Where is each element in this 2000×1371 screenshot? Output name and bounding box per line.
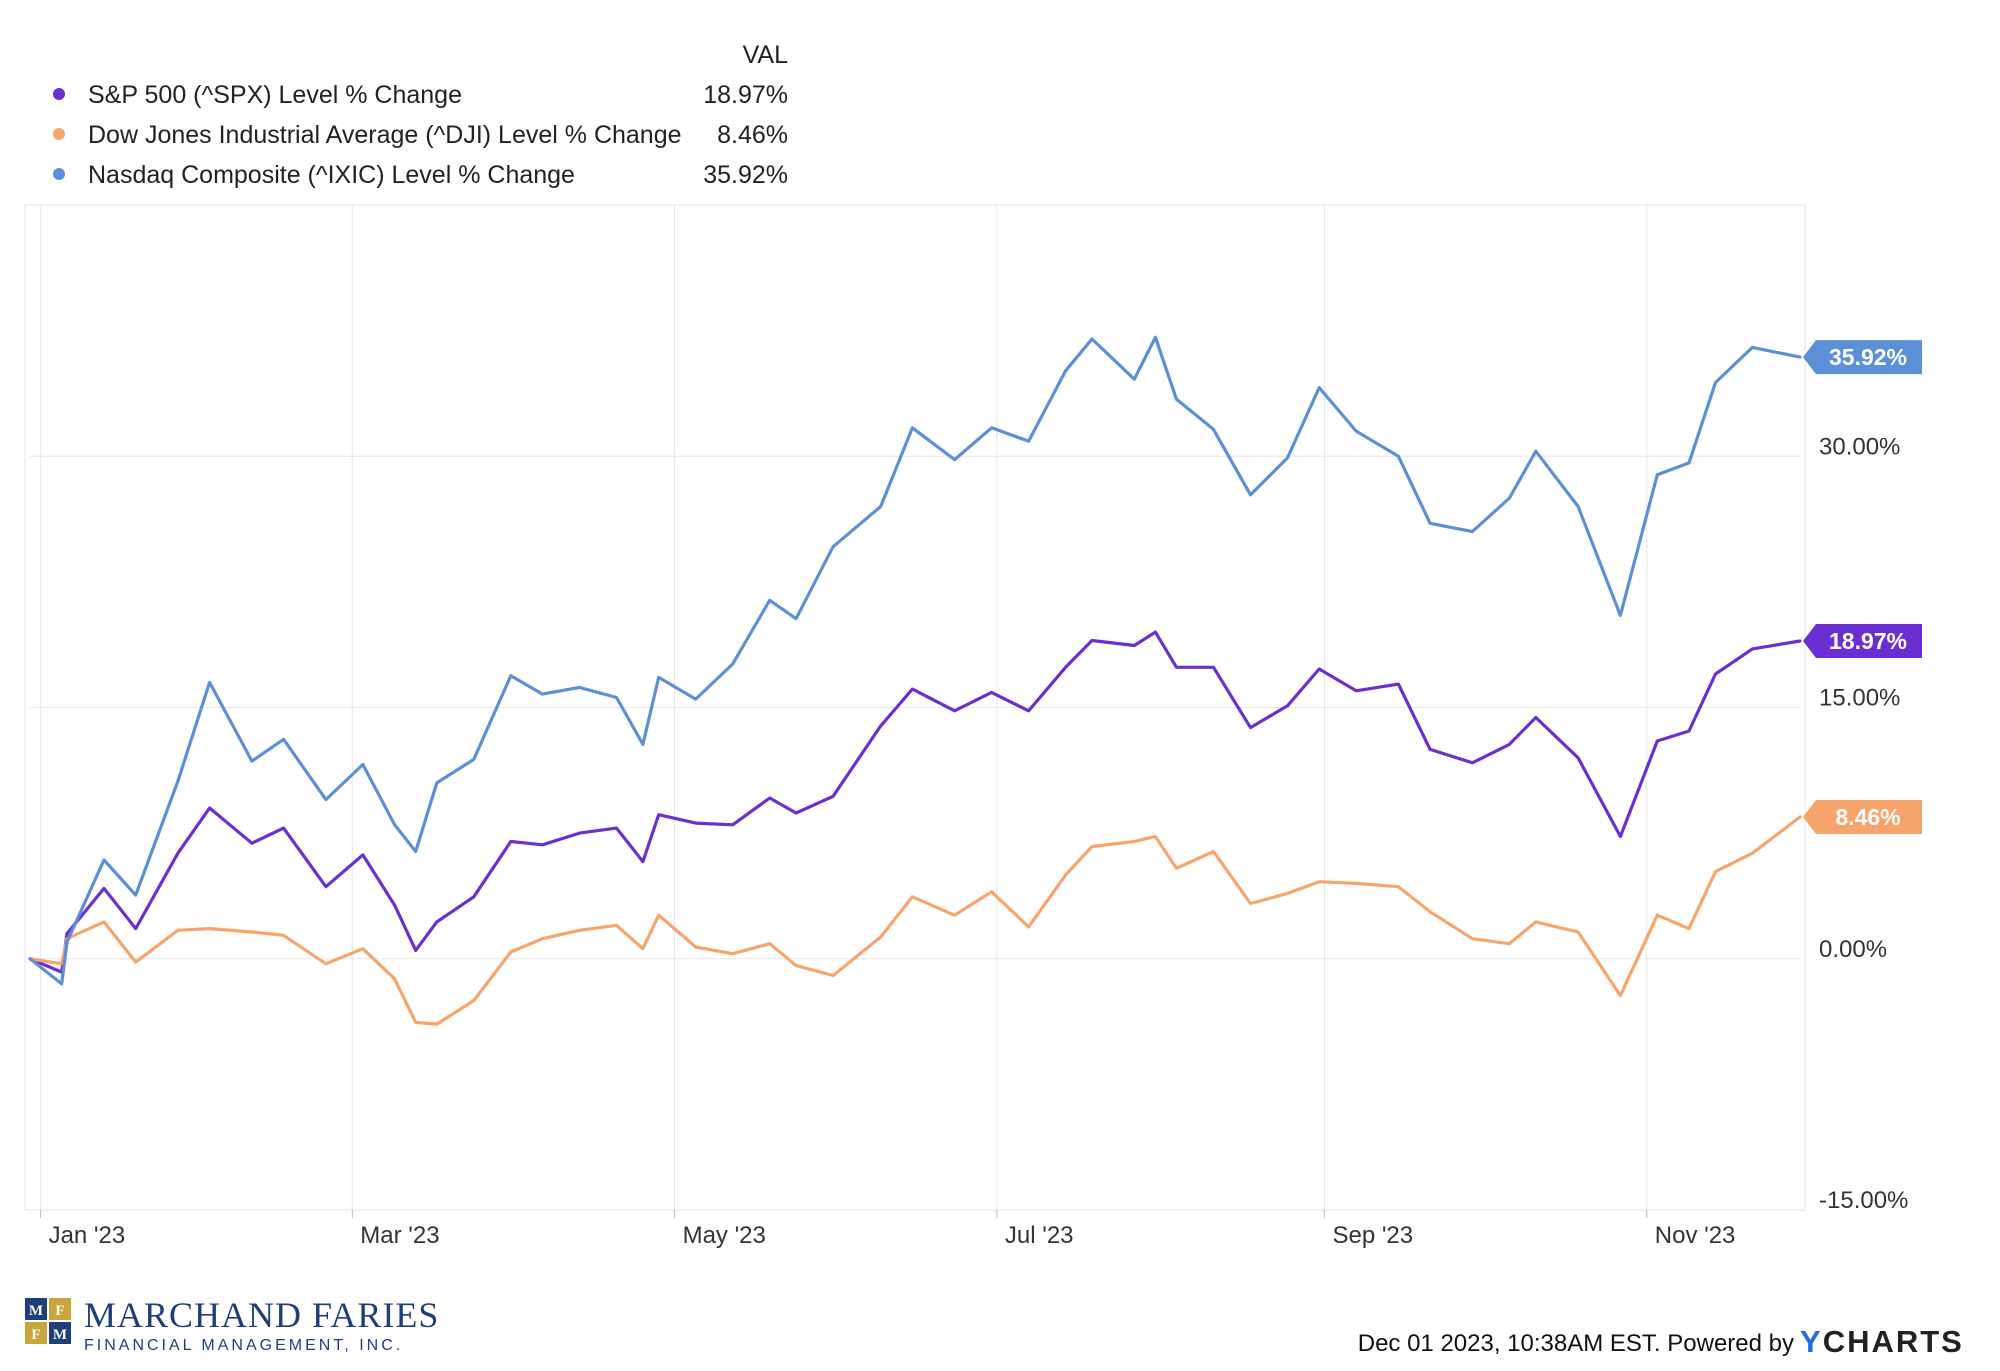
y-tick-label: 0.00% [1819, 936, 1887, 963]
y-tick-label: -15.00% [1819, 1187, 1908, 1214]
end-label-value: 8.46% [1835, 804, 1900, 830]
x-axis: Jan '23 Mar '23 May '23 Jul '23 Sep '23 Nov '… [40, 1210, 1736, 1249]
ycharts-rest-letters: CHARTS [1823, 1324, 1964, 1359]
end-labels: 18.97% 8.46% 35.92% [1803, 340, 1922, 835]
series-lines [28, 335, 1802, 1026]
gridlines [30, 205, 1800, 1210]
ycharts-brand: YCHARTS [1800, 1324, 1964, 1359]
end-label-badge [1803, 624, 1922, 659]
logo-subtitle: FINANCIAL MANAGEMENT, INC. [84, 1337, 403, 1354]
legend-value-dji: 8.46% [717, 121, 788, 149]
series-end-label: 8.46% [1803, 800, 1922, 835]
logo-cell-2 [49, 1298, 71, 1320]
series-end-label: 18.97% [1803, 624, 1922, 659]
logo-letter-2: F [55, 1303, 64, 1319]
plot-frame [24, 204, 1806, 1211]
series-end-label: 35.92% [1803, 340, 1922, 375]
x-tick-label: Sep '23 [1332, 1222, 1413, 1249]
legend-value-ixic: 35.92% [703, 161, 788, 189]
x-tick-label: Nov '23 [1655, 1222, 1736, 1249]
end-label-value: 18.97% [1829, 628, 1907, 654]
x-tick-label: May '23 [683, 1222, 766, 1249]
y-tick-label: 15.00% [1819, 685, 1900, 712]
x-tick-label: Mar '23 [360, 1222, 439, 1249]
end-label-value: 35.92% [1829, 344, 1907, 370]
end-label-badge [1803, 800, 1922, 835]
logo-cell-3 [25, 1322, 47, 1344]
legend-marker-spx [53, 88, 65, 100]
legend-marker-ixic [53, 168, 65, 180]
company-logo: M F F M MARCHAND FARIES FINANCIAL MANAGE… [25, 1295, 439, 1354]
legend: VAL S&P 500 (^SPX) Level % Change 18.97%… [53, 41, 788, 189]
legend-value-spx: 18.97% [703, 81, 788, 109]
timestamp-text: Dec 01 2023, 10:38AM EST. Powered by [1358, 1330, 1794, 1357]
legend-marker-dji [53, 128, 65, 140]
legend-header: VAL [743, 41, 788, 69]
series-line [28, 815, 1802, 1026]
logo-cell-4 [49, 1322, 71, 1344]
x-tick-label: Jul '23 [1005, 1222, 1074, 1249]
legend-label-spx: S&P 500 (^SPX) Level % Change [88, 81, 462, 109]
logo-letter-4: M [53, 1327, 67, 1343]
y-tick-label: 30.00% [1819, 433, 1900, 460]
logo-letter-3: F [31, 1327, 40, 1343]
x-tick-label: Jan '23 [49, 1222, 126, 1249]
ycharts-y-letter: Y [1800, 1324, 1823, 1359]
legend-label-ixic: Nasdaq Composite (^IXIC) Level % Change [88, 161, 575, 189]
logo-name: MARCHAND FARIES [84, 1295, 439, 1335]
logo-letter-1: M [29, 1303, 43, 1319]
logo-cell-1 [25, 1298, 47, 1320]
series-line [28, 335, 1802, 986]
end-label-badge [1803, 340, 1922, 375]
legend-label-dji: Dow Jones Industrial Average (^DJI) Leve… [88, 121, 682, 149]
series-line [28, 630, 1802, 974]
y-axis: 30.00% 15.00% 0.00% -15.00% [1819, 433, 1908, 1214]
